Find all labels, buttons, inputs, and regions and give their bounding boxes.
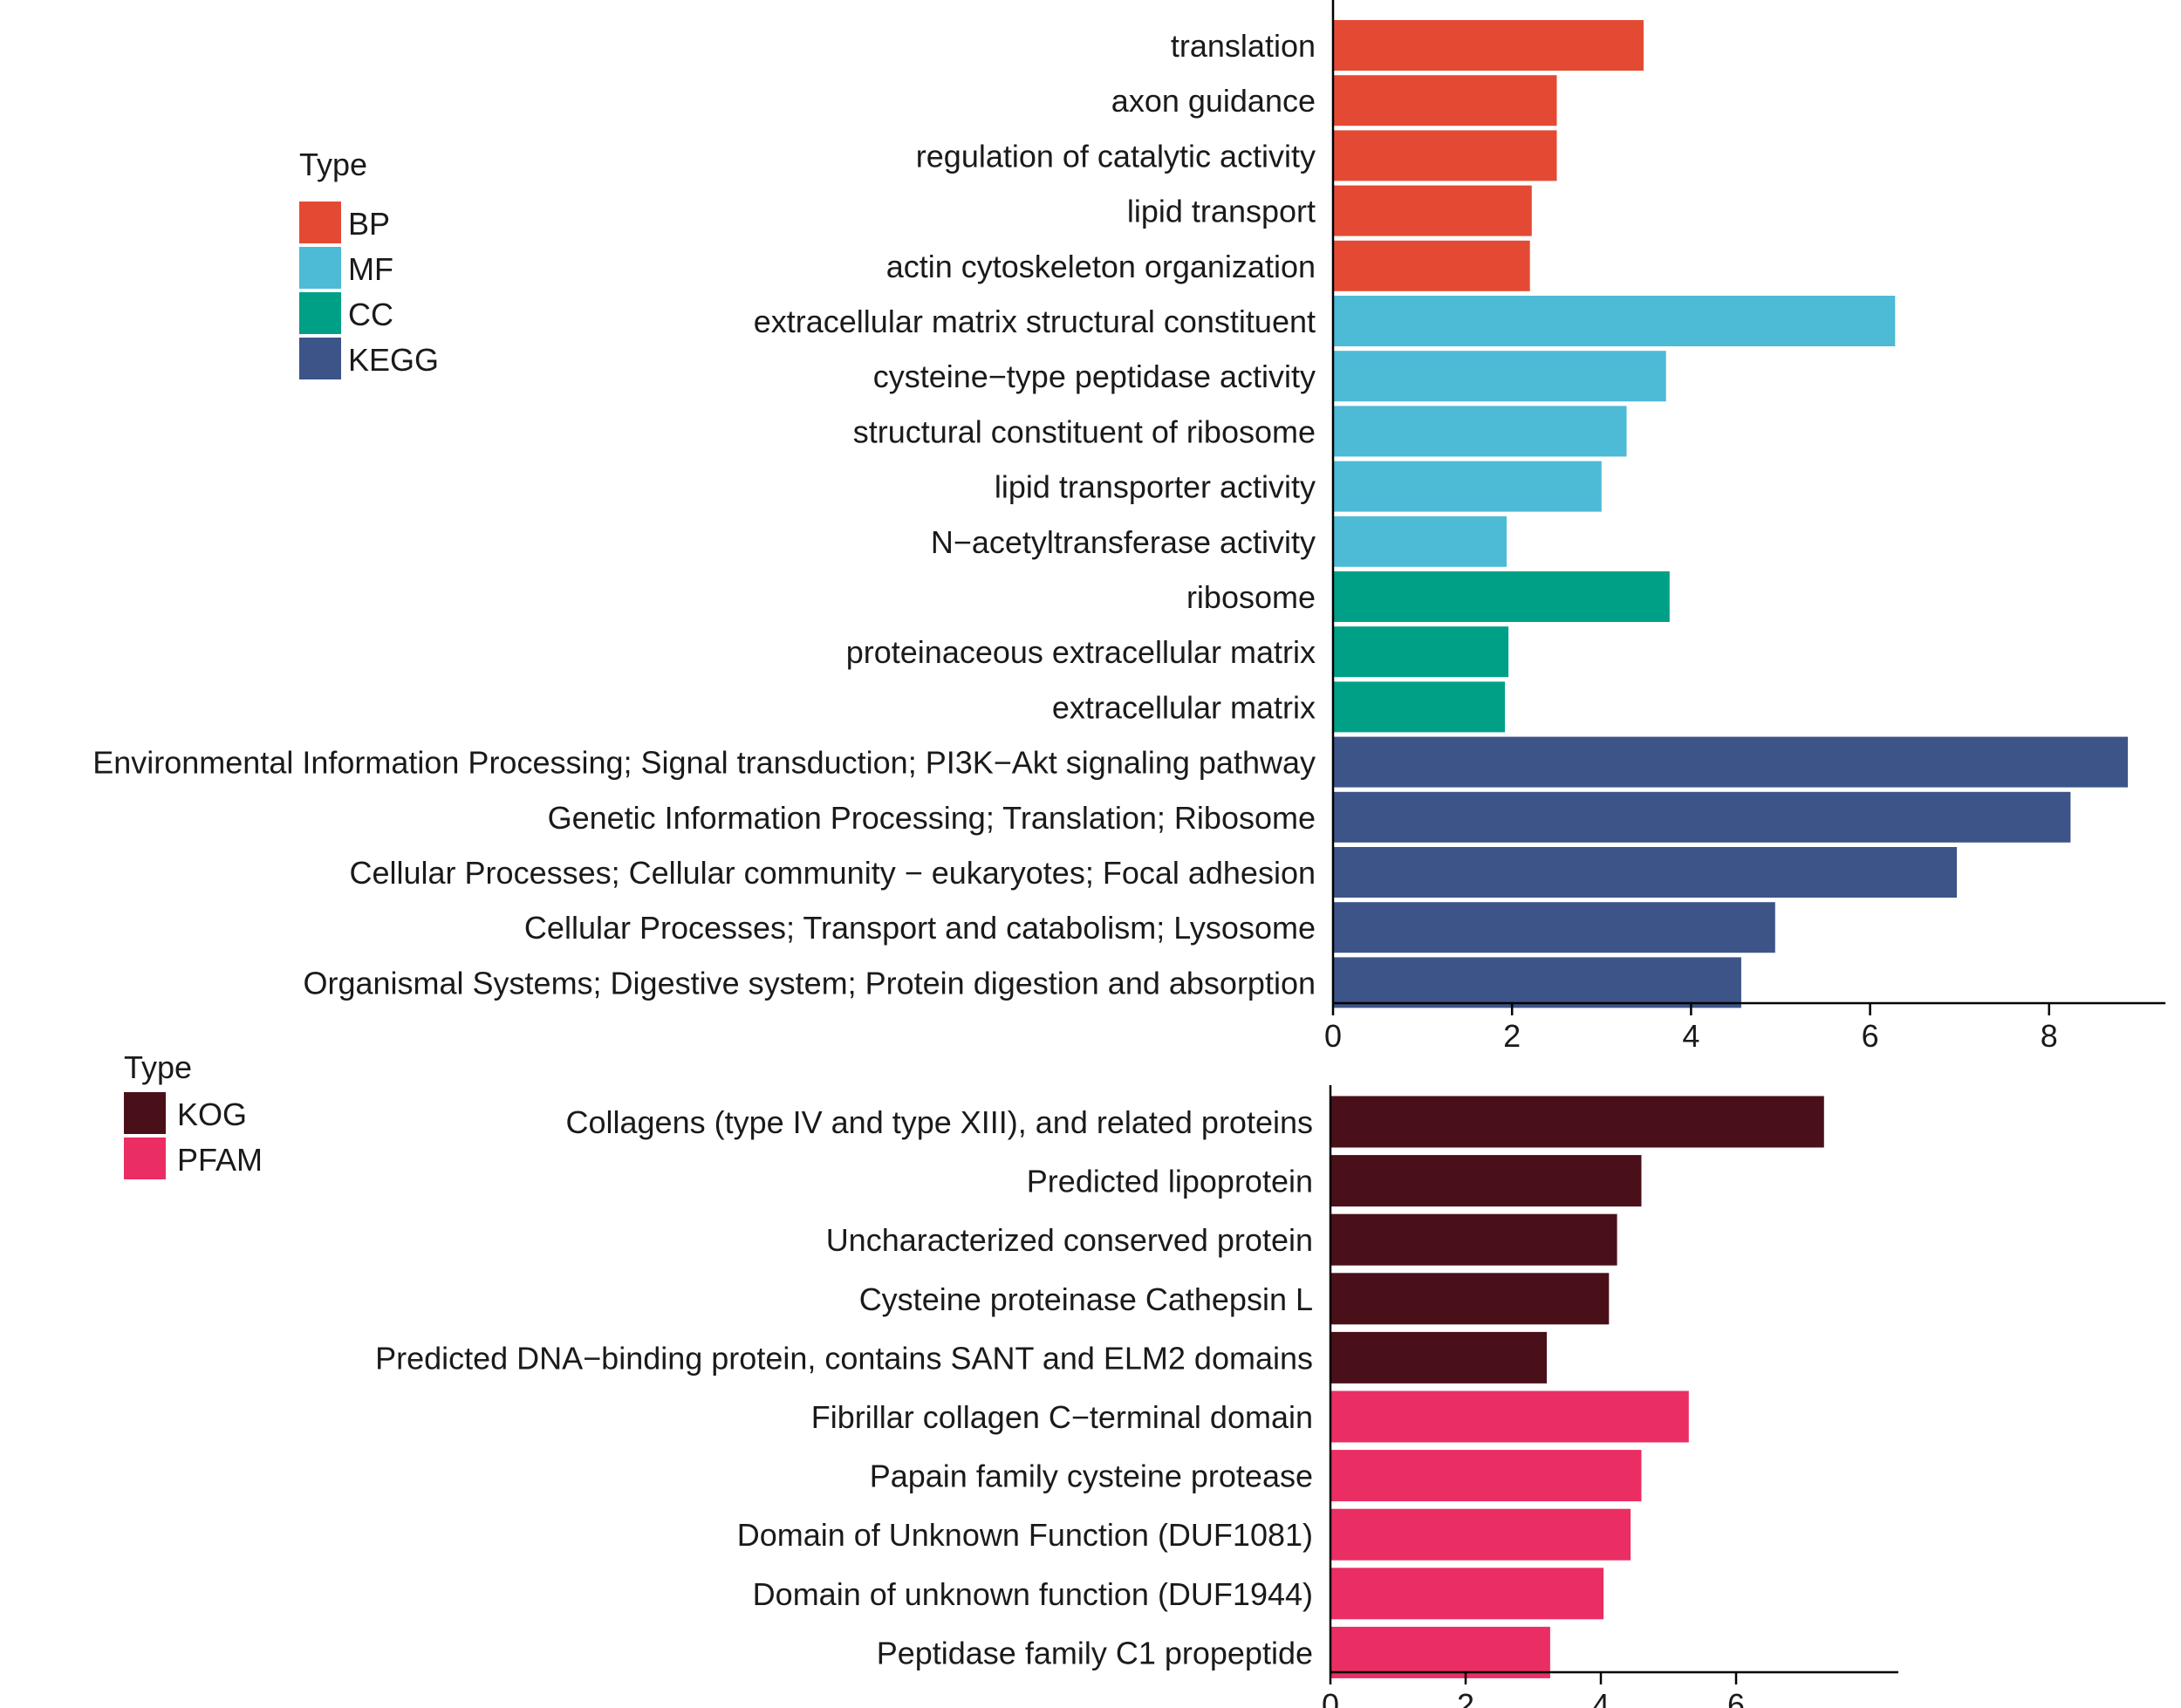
category-label: N−acetyltransferase activity [931, 524, 1316, 560]
bar [1333, 626, 1509, 678]
x-tick-label: 4 [1592, 1687, 1610, 1708]
chart-panel-1: translation axon guidance regulation of ca… [92, 0, 2166, 1054]
legend-label: KOG [177, 1097, 247, 1132]
bar [1333, 406, 1627, 457]
category-label: translation [1171, 28, 1316, 64]
category-label: extracellular matrix structural constitu… [754, 304, 1316, 339]
bar [1330, 1626, 1550, 1678]
chart-panel-2: Collagens (type IV and type XIII), and r… [124, 1049, 1898, 1708]
bar [1330, 1331, 1547, 1383]
bar [1333, 75, 1557, 126]
legend-label: PFAM [177, 1142, 263, 1178]
legend-label: KEGG [348, 342, 439, 378]
bar [1333, 957, 1741, 1008]
category-label: extracellular matrix [1052, 689, 1316, 725]
legend-2: Type KOG PFAM [124, 1049, 263, 1179]
category-label: Environmental Information Processing; Si… [92, 745, 1316, 781]
category-label: Uncharacterized conserved protein [826, 1222, 1313, 1258]
legend-label: BP [348, 206, 390, 242]
category-label: regulation of catalytic activity [916, 138, 1316, 174]
bar [1333, 847, 1958, 898]
bar [1333, 516, 1507, 567]
bar [1333, 461, 1602, 512]
bar [1330, 1155, 1642, 1207]
category-label: ribosome [1186, 579, 1316, 615]
legend-label: MF [348, 251, 393, 287]
category-label: axon guidance [1111, 83, 1316, 119]
bar [1333, 185, 1532, 236]
category-label: Fibrillar collagen C−terminal domain [811, 1399, 1313, 1435]
category-label: actin cytoskeleton organization [886, 249, 1316, 284]
category-label: Domain of unknown function (DUF1944) [753, 1576, 1313, 1612]
legend-title: Type [299, 147, 367, 182]
bar [1333, 791, 2071, 843]
category-label: Domain of Unknown Function (DUF1081) [737, 1517, 1313, 1553]
legend-swatch [299, 338, 341, 379]
category-label: Predicted DNA−binding protein, contains … [375, 1340, 1313, 1376]
x-tick-label: 2 [1457, 1687, 1474, 1708]
bar [1330, 1450, 1642, 1502]
category-label: structural constituent of ribosome [853, 413, 1316, 449]
bar [1330, 1213, 1617, 1266]
bar [1333, 20, 1644, 71]
legend-title: Type [124, 1049, 192, 1085]
bar [1330, 1390, 1689, 1443]
x-tick-label: 2 [1503, 1018, 1521, 1054]
bar [1333, 571, 1670, 622]
legend-1: Type BP MF CC KEGG [299, 147, 439, 379]
bar [1333, 130, 1557, 181]
bar [1333, 296, 1896, 346]
x-tick-label: 0 [1324, 1018, 1342, 1054]
category-label: Cellular Processes; Cellular community −… [350, 855, 1316, 891]
x-tick-label: 0 [1322, 1687, 1339, 1708]
category-label: Predicted lipoprotein [1027, 1164, 1313, 1199]
category-label: lipid transport [1127, 194, 1316, 229]
category-label: Cysteine proteinase Cathepsin L [859, 1281, 1313, 1317]
x-tick-label: 4 [1682, 1018, 1699, 1054]
x-tick-label: 6 [1862, 1018, 1879, 1054]
category-label: Papain family cysteine protease [870, 1459, 1313, 1494]
category-label: lipid transporter activity [995, 469, 1316, 505]
bar [1330, 1096, 1824, 1148]
bar [1333, 902, 1775, 953]
bar [1330, 1508, 1631, 1561]
legend-swatch [299, 247, 341, 289]
bar [1333, 736, 2129, 788]
category-label: proteinaceous extracellular matrix [846, 634, 1316, 670]
legend-swatch [299, 292, 341, 334]
category-label: Genetic Information Processing; Translat… [548, 800, 1316, 836]
legend-swatch [124, 1138, 166, 1179]
category-label: cysteine−type peptidase activity [873, 359, 1316, 394]
legend-swatch [124, 1092, 166, 1134]
x-tick-label: 8 [2041, 1018, 2058, 1054]
x-tick-label: 6 [1727, 1687, 1745, 1708]
category-label: Organismal Systems; Digestive system; Pr… [303, 965, 1316, 1001]
category-label: Collagens (type IV and type XIII), and r… [566, 1104, 1314, 1140]
bar [1330, 1273, 1610, 1325]
bar [1330, 1568, 1604, 1620]
bar [1333, 240, 1530, 291]
category-label: Peptidase family C1 propeptide [877, 1635, 1313, 1670]
category-label: Cellular Processes; Transport and catabo… [524, 910, 1316, 946]
bar [1333, 351, 1666, 402]
bar [1333, 681, 1505, 733]
legend-label: CC [348, 297, 393, 332]
legend-swatch [299, 202, 341, 243]
